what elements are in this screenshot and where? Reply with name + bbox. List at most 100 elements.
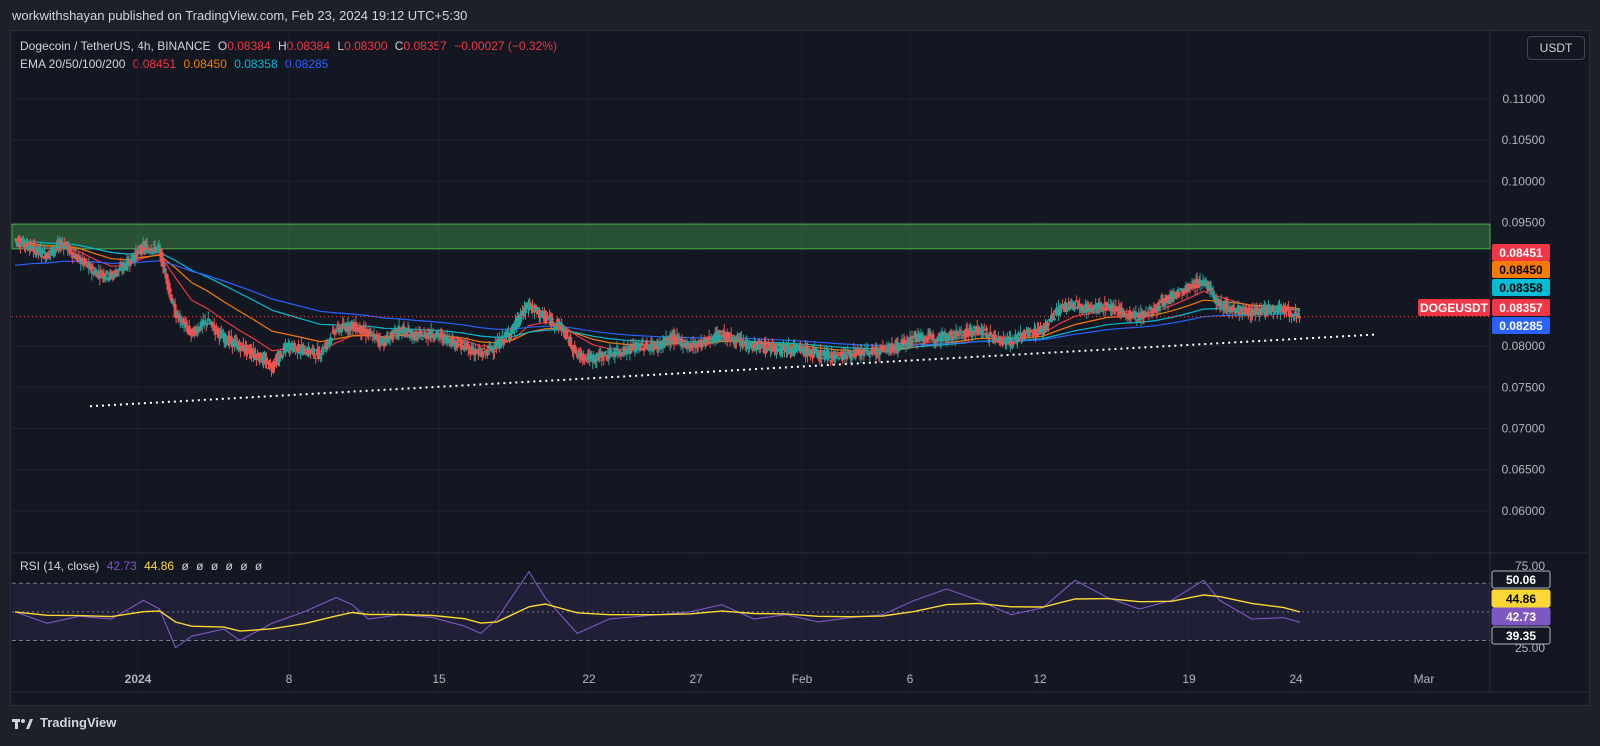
candle-body bbox=[144, 244, 148, 246]
candle-body bbox=[628, 348, 632, 355]
candle-body bbox=[608, 349, 612, 356]
candle-body bbox=[865, 348, 869, 352]
candle-body bbox=[210, 322, 214, 326]
candle-body bbox=[439, 333, 443, 335]
candle-body bbox=[1027, 333, 1031, 336]
candle-body bbox=[1217, 299, 1221, 307]
candle-body bbox=[840, 351, 844, 359]
candle-body bbox=[1161, 301, 1165, 305]
currency-button[interactable]: USDT bbox=[1527, 36, 1585, 60]
candle-body bbox=[1241, 307, 1245, 309]
candle-body bbox=[627, 346, 631, 350]
candle-body bbox=[1122, 312, 1126, 314]
candle-body bbox=[1294, 317, 1298, 319]
candle-body bbox=[717, 329, 721, 340]
candle-body bbox=[300, 344, 304, 348]
candle-body bbox=[1145, 314, 1149, 316]
candle-body bbox=[1273, 310, 1277, 313]
candle-body bbox=[1149, 314, 1153, 316]
candle-body bbox=[314, 357, 318, 359]
candle-body bbox=[319, 357, 323, 359]
symbol-title: Dogecoin / TetherUS, 4h, BINANCE bbox=[20, 39, 211, 53]
candle-body bbox=[344, 326, 348, 332]
candle-body bbox=[237, 341, 241, 347]
candle-body bbox=[1235, 311, 1239, 313]
candle-body bbox=[238, 346, 242, 352]
candle-body bbox=[1120, 307, 1124, 310]
candle-body bbox=[154, 248, 158, 251]
candle-body bbox=[1016, 333, 1020, 336]
candle-body bbox=[120, 268, 124, 271]
candle-body bbox=[787, 344, 791, 351]
candle-body bbox=[136, 249, 140, 254]
candle-body bbox=[1053, 318, 1057, 321]
candle-body bbox=[77, 254, 81, 256]
candle-body bbox=[1132, 311, 1136, 313]
price-tag-label: 0.08285 bbox=[1499, 319, 1543, 333]
candle-body bbox=[146, 247, 150, 249]
candle-body bbox=[1218, 305, 1222, 307]
candle-body bbox=[765, 348, 769, 351]
candle-body bbox=[345, 330, 349, 332]
candle-body bbox=[239, 342, 243, 345]
candle-body bbox=[1286, 306, 1290, 309]
candle-body bbox=[203, 320, 207, 322]
candle-body bbox=[336, 324, 340, 326]
candle-body bbox=[294, 348, 298, 351]
candle-body bbox=[268, 362, 272, 365]
candle-body bbox=[533, 305, 537, 313]
candle-body bbox=[313, 353, 317, 355]
candle-body bbox=[324, 343, 328, 349]
candle-body bbox=[321, 347, 325, 353]
candle-body bbox=[740, 343, 744, 348]
candle-body bbox=[1026, 328, 1030, 337]
price-tag-label: 0.08357 bbox=[1499, 301, 1543, 315]
candle-body bbox=[1178, 289, 1182, 291]
candle-body bbox=[555, 323, 559, 325]
candle-body bbox=[851, 353, 855, 358]
candle-body bbox=[98, 276, 102, 279]
candle-body bbox=[486, 345, 490, 348]
candle-body bbox=[1255, 307, 1259, 309]
candle-body bbox=[1136, 320, 1140, 322]
candle-body bbox=[589, 353, 593, 356]
candle-body bbox=[416, 334, 420, 340]
candle-body bbox=[43, 251, 47, 254]
candle-body bbox=[503, 332, 507, 337]
candle-body bbox=[916, 334, 920, 339]
candle-body bbox=[870, 350, 874, 355]
candle-body bbox=[882, 348, 886, 350]
candle-body bbox=[457, 339, 461, 341]
candle-body bbox=[414, 331, 418, 341]
candle-body bbox=[730, 336, 734, 341]
candle-body bbox=[773, 345, 777, 349]
candle-body bbox=[1198, 279, 1202, 286]
candle-body bbox=[779, 345, 783, 353]
candle-body bbox=[1036, 329, 1040, 331]
candle-body bbox=[1199, 283, 1203, 286]
candle-body bbox=[558, 321, 562, 325]
candle-body bbox=[1278, 304, 1282, 314]
candle-body bbox=[402, 326, 406, 330]
candle-body bbox=[317, 349, 321, 359]
price-tag-bg bbox=[1492, 317, 1550, 334]
candle-body bbox=[379, 337, 383, 343]
candle-body bbox=[582, 354, 586, 359]
candle-body bbox=[461, 341, 465, 343]
candle-body bbox=[331, 331, 335, 333]
candle-body bbox=[852, 350, 856, 352]
candle-body bbox=[988, 331, 992, 336]
candle-body bbox=[553, 326, 557, 328]
candle-body bbox=[998, 337, 1002, 340]
candle-body bbox=[771, 346, 775, 348]
candle-body bbox=[356, 326, 360, 331]
candle-body bbox=[952, 331, 956, 333]
candle-body bbox=[819, 349, 823, 358]
tradingview-brand-label: TradingView bbox=[40, 715, 117, 730]
candle-body bbox=[325, 344, 329, 346]
candle-body bbox=[108, 272, 112, 278]
candle-body bbox=[768, 344, 772, 351]
candle-body bbox=[838, 353, 842, 356]
candle-body bbox=[1112, 304, 1116, 307]
candle-body bbox=[40, 256, 44, 258]
